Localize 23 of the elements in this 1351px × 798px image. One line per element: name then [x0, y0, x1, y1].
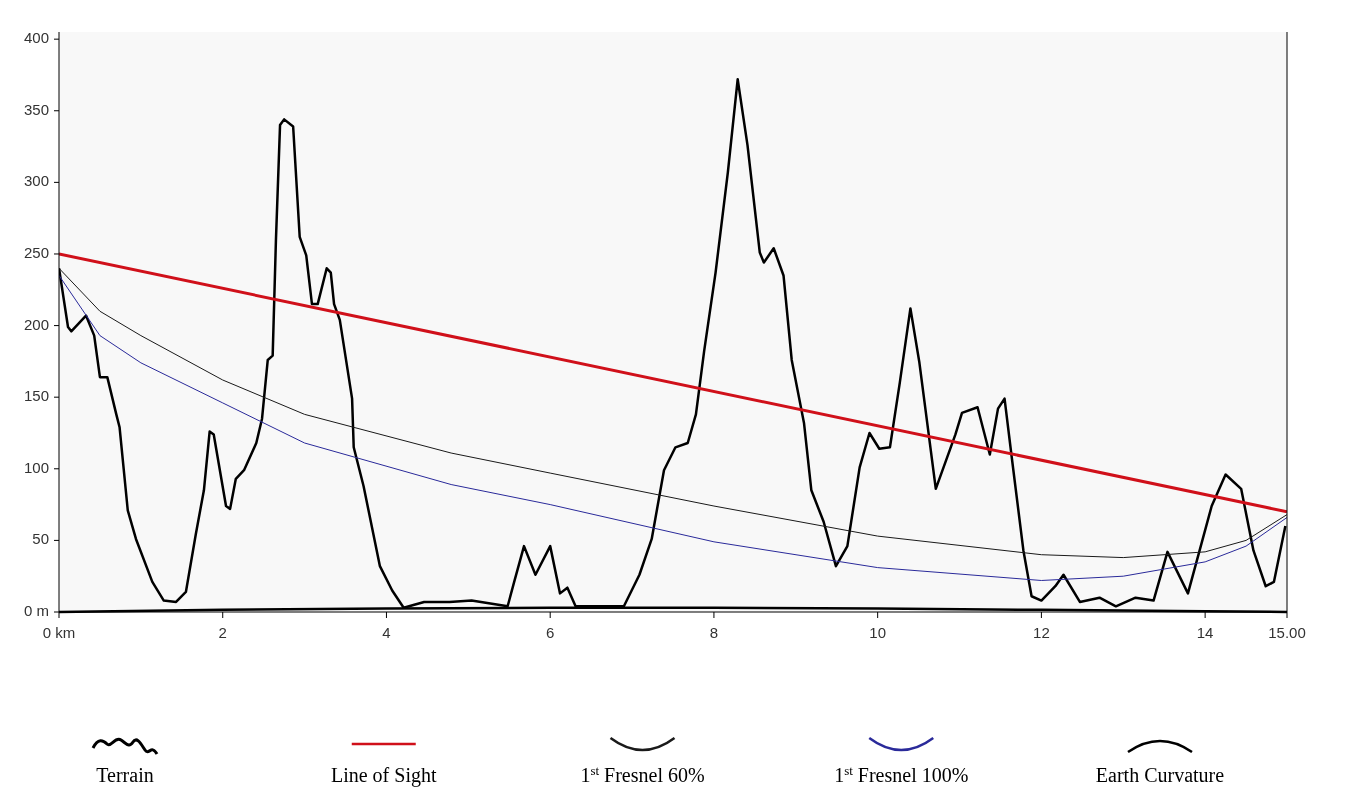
- y-tick-label: 250: [23, 243, 49, 261]
- x-tick-label: 8: [709, 624, 719, 641]
- y-tick-label: 100: [23, 458, 49, 476]
- y-tick-label: 300: [23, 172, 49, 190]
- x-tick-label: 2: [218, 624, 227, 641]
- legend-label: 1$^{st}$ Fresnel 100%: [834, 762, 969, 786]
- legend-label: 1$^{st}$ Fresnel 60%: [580, 762, 705, 786]
- x-tick-label: 12: [1033, 624, 1050, 641]
- y-tick-label: 400: [23, 29, 49, 47]
- x-tick-label: 4: [382, 624, 391, 641]
- y-tick-label: 200: [23, 315, 49, 333]
- legend-label: Earth Curvature: [1095, 764, 1225, 786]
- x-tick-label: 6: [546, 624, 555, 641]
- y-tick-label: 50: [32, 530, 49, 548]
- legend-label: Line of Sight: [330, 764, 437, 787]
- x-tick-label: 10: [869, 624, 887, 641]
- y-tick-label: 0 m: [23, 601, 49, 619]
- y-tick-label: 150: [23, 387, 49, 405]
- x-tick-label: 15.00: [1268, 624, 1306, 641]
- x-tick-label: 0 km: [42, 624, 76, 641]
- y-tick-label: 350: [23, 100, 49, 118]
- x-tick-label: 14: [1196, 624, 1214, 641]
- legend-label: Terrain: [96, 764, 154, 786]
